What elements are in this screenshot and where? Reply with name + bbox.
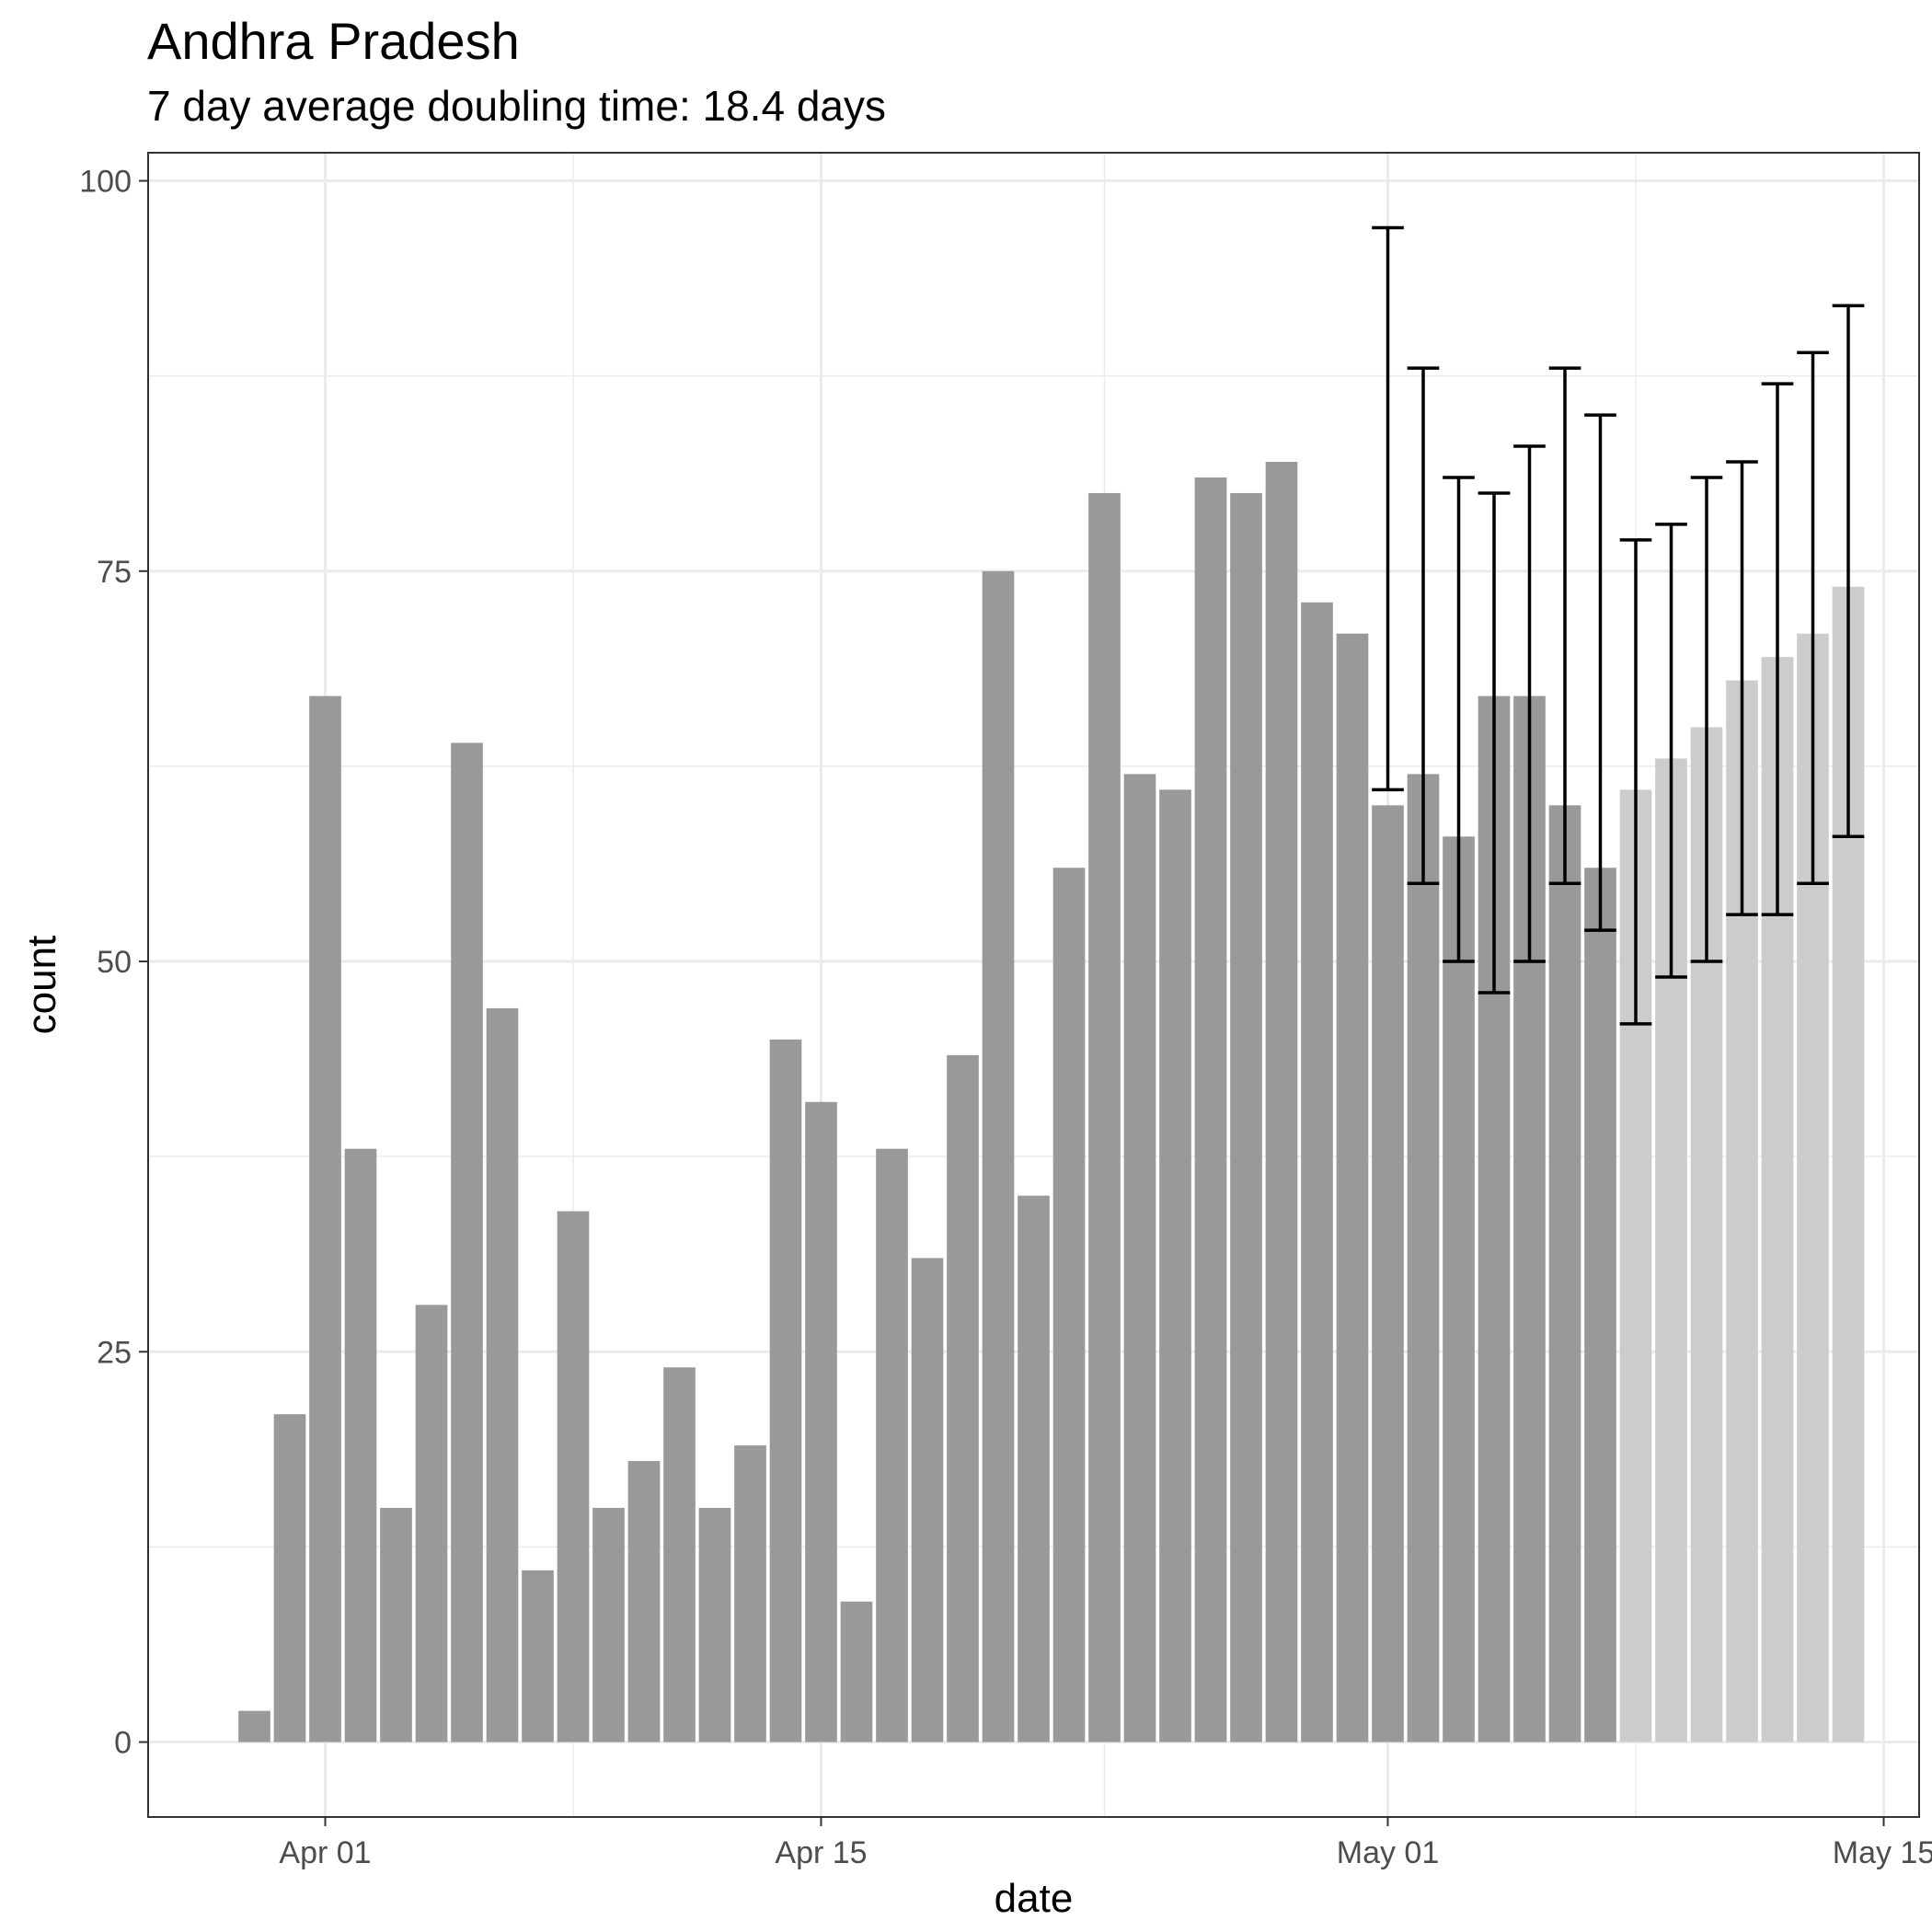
observed-bar bbox=[1230, 492, 1262, 1742]
observed-bar bbox=[380, 1507, 412, 1742]
error-bar bbox=[1478, 491, 1511, 995]
observed-bar bbox=[1372, 805, 1404, 1742]
observed-bar bbox=[1584, 868, 1616, 1742]
observed-bar bbox=[1123, 774, 1156, 1742]
y-axis-label: count bbox=[19, 936, 64, 1035]
y-tick-label: 50 bbox=[97, 945, 132, 980]
error-bar bbox=[1407, 366, 1440, 885]
y-tick-label: 25 bbox=[97, 1335, 132, 1370]
error-bar bbox=[1690, 476, 1723, 963]
bars bbox=[238, 462, 1865, 1742]
chart-title: Andhra Pradesh bbox=[147, 12, 520, 70]
x-tick-label: Apr 15 bbox=[775, 1835, 867, 1870]
observed-bar bbox=[592, 1507, 625, 1742]
observed-bar bbox=[1088, 492, 1121, 1742]
observed-bar bbox=[627, 1461, 661, 1742]
observed-bar bbox=[1443, 836, 1475, 1742]
observed-bar bbox=[1159, 789, 1191, 1742]
observed-bar bbox=[805, 1101, 837, 1742]
observed-bar bbox=[1052, 868, 1086, 1742]
axes: 0 25 50 75 100 Apr 01 Apr 15 May 01 May 15 bbox=[79, 165, 1932, 1870]
observed-bar bbox=[663, 1367, 696, 1742]
error-bar bbox=[1761, 382, 1794, 916]
observed-bar bbox=[769, 1039, 802, 1742]
y-tick-label: 75 bbox=[97, 555, 132, 590]
error-bar bbox=[1584, 413, 1616, 932]
observed-bar bbox=[698, 1507, 731, 1742]
error-bar bbox=[1797, 351, 1829, 885]
observed-bar bbox=[840, 1601, 873, 1742]
observed-bar bbox=[309, 696, 341, 1742]
observed-bar bbox=[557, 1211, 590, 1742]
observed-bar bbox=[1336, 633, 1369, 1742]
panel-border bbox=[147, 152, 1920, 1818]
observed-bar bbox=[947, 1054, 979, 1742]
observed-bar bbox=[344, 1148, 377, 1742]
observed-bar bbox=[522, 1570, 554, 1742]
observed-bar bbox=[1301, 602, 1333, 1742]
observed-bar bbox=[1194, 477, 1227, 1742]
error-bar bbox=[1655, 523, 1687, 979]
observed-bar bbox=[911, 1258, 944, 1742]
error-bar bbox=[1372, 225, 1404, 792]
observed-bar bbox=[415, 1305, 448, 1742]
error-bar bbox=[1832, 304, 1865, 839]
observed-bar bbox=[1407, 774, 1440, 1742]
error-bar bbox=[1443, 476, 1475, 963]
x-tick-label: Apr 01 bbox=[279, 1835, 371, 1870]
y-tick-label: 0 bbox=[114, 1726, 132, 1761]
x-tick-label: May 15 bbox=[1833, 1835, 1932, 1870]
error-bar bbox=[1513, 444, 1546, 963]
observed-bar bbox=[238, 1710, 270, 1742]
observed-bar bbox=[1265, 462, 1298, 1742]
x-axis-label: date bbox=[995, 1876, 1074, 1921]
error-bars bbox=[1372, 225, 1865, 1026]
error-bar bbox=[1619, 538, 1652, 1026]
observed-bar bbox=[273, 1414, 306, 1742]
observed-bar bbox=[734, 1445, 766, 1742]
observed-bar bbox=[876, 1148, 908, 1742]
error-bar bbox=[1548, 366, 1581, 885]
observed-bar bbox=[1018, 1195, 1050, 1742]
observed-bar bbox=[486, 1007, 519, 1742]
chart-subtitle: 7 day average doubling time: 18.4 days bbox=[147, 82, 886, 130]
observed-bar bbox=[451, 742, 483, 1742]
observed-bar bbox=[1548, 805, 1581, 1742]
observed-bar bbox=[982, 570, 1015, 1742]
error-bar bbox=[1726, 460, 1758, 916]
y-tick-label: 100 bbox=[79, 165, 132, 200]
x-tick-label: May 01 bbox=[1337, 1835, 1440, 1870]
